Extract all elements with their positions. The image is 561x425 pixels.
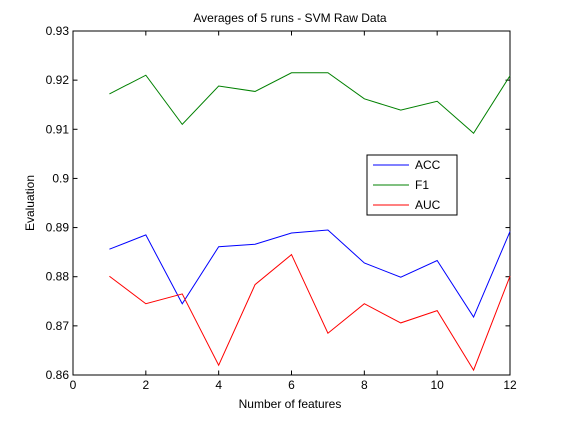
- series-line-auc: [109, 253, 511, 372]
- y-tick-label: 0.88: [46, 270, 70, 284]
- series-line-acc: [109, 229, 511, 319]
- y-tick-label: 0.93: [46, 24, 70, 38]
- legend-label-acc: ACC: [415, 158, 441, 172]
- y-tick-label: 0.87: [46, 319, 70, 333]
- x-tick-label: 12: [503, 378, 517, 392]
- y-tick-label: 0.89: [46, 221, 70, 235]
- y-tick-label: 0.91: [46, 122, 70, 136]
- x-tick-label: 8: [361, 378, 368, 392]
- y-tick-label: 0.92: [46, 73, 70, 87]
- y-tick-label: 0.9: [52, 171, 69, 185]
- x-tick-label: 4: [215, 378, 222, 392]
- x-tick-label: 2: [142, 378, 149, 392]
- x-axis-label: Number of features: [239, 397, 342, 411]
- tick-layer: 0 2 4 6 8 10 12 0.86 0.87 0.88 0.89 0.9 0.91 0.92 0.93: [46, 24, 517, 392]
- legend: ACC F1 AUC: [366, 154, 458, 216]
- series-line-f1: [109, 72, 511, 134]
- legend-items: ACC F1 AUC: [373, 158, 441, 212]
- legend-label-auc: AUC: [415, 198, 441, 212]
- series-layer: [109, 72, 511, 372]
- chart-title: Averages of 5 runs - SVM Raw Data: [193, 11, 387, 25]
- x-tick-label: 6: [288, 378, 295, 392]
- y-tick-label: 0.86: [46, 368, 70, 382]
- y-axis-label: Evaluation: [23, 175, 37, 231]
- x-tick-label: 10: [430, 378, 444, 392]
- legend-label-f1: F1: [415, 178, 429, 192]
- x-tick-label: 0: [70, 378, 77, 392]
